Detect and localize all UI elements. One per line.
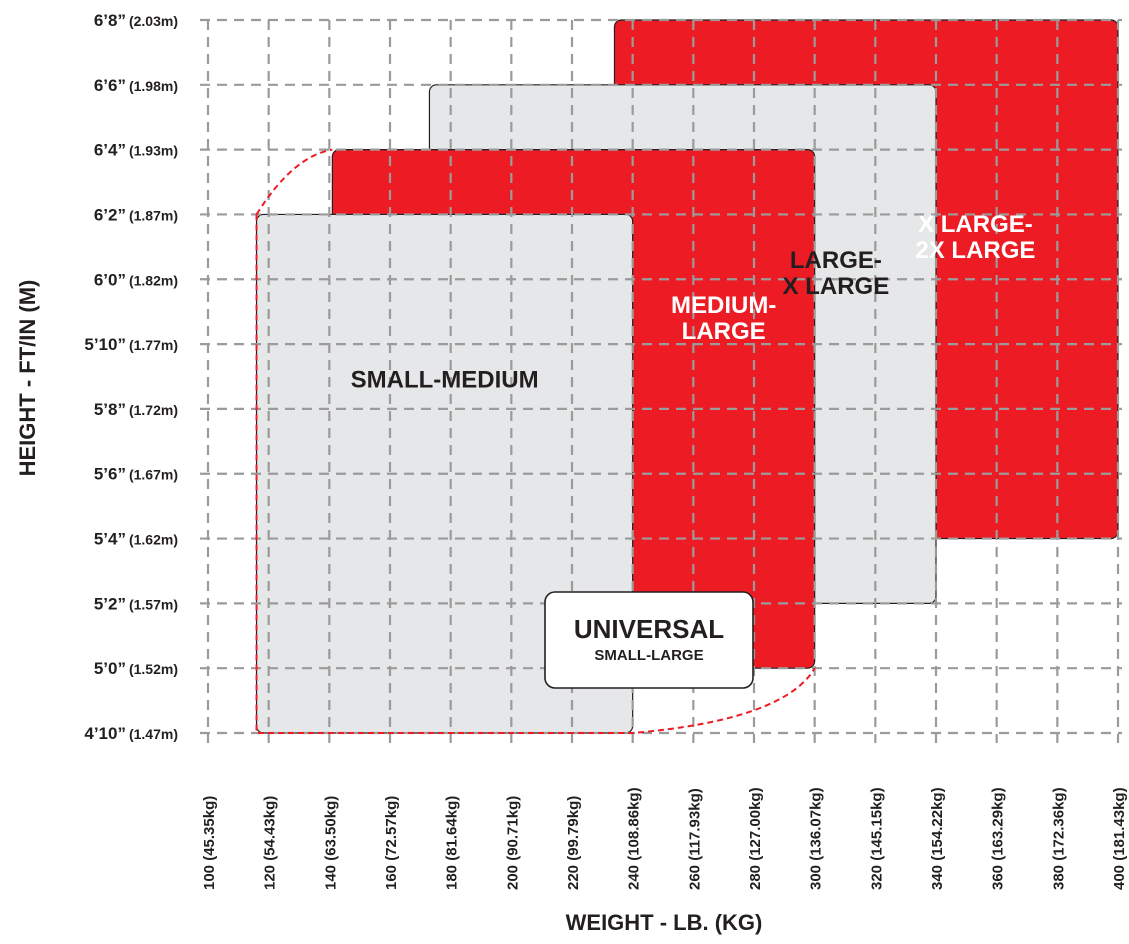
x-tick-label-5: 200 (90.71kg): [504, 796, 521, 890]
size-region-label-2-0: MEDIUM-: [671, 292, 776, 319]
y-axis-title: HEIGHT - FT/IN (M): [15, 280, 40, 477]
size-region-label-2-1: LARGE: [682, 318, 766, 345]
y-tick-label-7: 5’6” (1.67m): [94, 465, 178, 484]
size-region-label-1-0: LARGE-: [790, 247, 882, 274]
y-tick-label-11: 4’10” (1.47m): [84, 724, 178, 743]
grid-layer: [200, 18, 1122, 743]
y-tick-label-2: 6’4” (1.93m): [94, 141, 178, 160]
x-tick-label-14: 380 (172.36kg): [1050, 787, 1067, 890]
y-tick-label-0: 6’8” (2.03m): [94, 11, 178, 30]
y-tick-label-8: 5’4” (1.62m): [94, 530, 178, 549]
size-region-label-3-0: SMALL-MEDIUM: [351, 367, 539, 394]
x-tick-label-15: 400 (181.43kg): [1111, 787, 1128, 890]
universal-outline: [255, 148, 816, 734]
x-tick-label-10: 300 (136.07kg): [808, 787, 825, 890]
y-tick-label-6: 5’8” (1.72m): [94, 400, 178, 419]
x-tick-label-8: 260 (117.93kg): [686, 788, 703, 890]
x-tick-label-2: 140 (63.50kg): [322, 796, 339, 890]
universal-title: UNIVERSAL: [574, 614, 724, 644]
x-tick-label-7: 240 (108.86kg): [626, 787, 643, 890]
y-tick-label-5: 5’10” (1.77m): [84, 335, 178, 354]
y-tick-label-10: 5’0” (1.52m): [94, 659, 178, 678]
x-tick-label-13: 360 (163.29kg): [990, 787, 1007, 890]
universal-box: [544, 591, 754, 689]
x-tick-label-12: 340 (154.22kg): [929, 787, 946, 890]
x-tick-label-1: 120 (54.43kg): [262, 796, 279, 890]
x-tick-label-11: 320 (145.15kg): [868, 787, 885, 890]
size-region-label-0-0: X LARGE-: [918, 211, 1033, 238]
x-tick-label-3: 160 (72.57kg): [383, 796, 400, 890]
x-tick-label-6: 220 (99.79kg): [565, 796, 582, 890]
y-tick-label-4: 6’0” (1.82m): [94, 270, 178, 289]
universal-subtitle: SMALL-LARGE: [594, 647, 703, 664]
y-tick-label-3: 6’2” (1.87m): [94, 205, 178, 224]
x-tick-label-9: 280 (127.00kg): [747, 787, 764, 890]
y-tick-label-1: 6’6” (1.98m): [94, 76, 178, 95]
universal-layer: X LARGE-2X LARGE LARGE-X LARGE MEDIUM-LARG…: [255, 148, 1035, 734]
y-tick-label-9: 5’2” (1.57m): [94, 594, 178, 613]
x-axis-title: WEIGHT - LB. (KG): [566, 910, 763, 935]
ticks-layer: 6’8” (2.03m) 6’6” (1.98m) 6’4” (1.93m) 6’2” (1.…: [84, 11, 1128, 890]
size-region-label-1-1: X LARGE: [783, 273, 890, 300]
x-tick-label-0: 100 (45.35kg): [201, 796, 218, 890]
size-region-label-0-1: 2X LARGE: [915, 237, 1035, 264]
x-tick-label-4: 180 (81.64kg): [444, 796, 461, 890]
